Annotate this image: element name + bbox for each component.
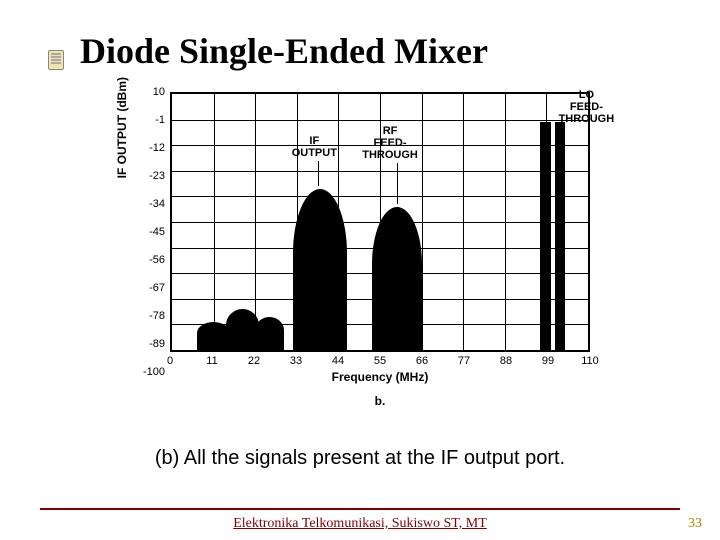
- lo-feedthrough-signal: [555, 122, 565, 350]
- noise-lobe: [255, 317, 284, 350]
- y-axis-label: IF OUTPUT (dBm): [115, 77, 129, 178]
- x-axis-label: Frequency (MHz): [332, 370, 429, 384]
- if-annotation: IFOUTPUT: [284, 135, 344, 159]
- ytick: -56: [135, 254, 165, 266]
- ytick: -12: [135, 142, 165, 154]
- caption: (b) All the signals present at the IF ou…: [0, 447, 720, 470]
- rf-feedthrough-signal: [372, 207, 422, 350]
- xtick: 110: [581, 355, 599, 367]
- sub-label: b.: [375, 394, 386, 408]
- bullet-icon: [48, 50, 64, 70]
- page-number: 33: [688, 516, 702, 532]
- if-output-signal: [293, 189, 347, 350]
- plot-area: IFOUTPUT RFFEED-THROUGH LOFEED-THROUGH: [170, 92, 590, 352]
- rf-annotation: RFFEED-THROUGH: [355, 125, 425, 161]
- xtick: 88: [500, 355, 512, 367]
- ytick: -45: [135, 226, 165, 238]
- slide-title: Diode Single-Ended Mixer: [80, 30, 680, 72]
- ytick: -1: [135, 114, 165, 126]
- xtick: 99: [542, 355, 554, 367]
- ytick: 10: [135, 86, 165, 98]
- ytick: -89: [135, 338, 165, 350]
- xtick: 44: [332, 355, 344, 367]
- ytick: -34: [135, 198, 165, 210]
- ytick: -100: [135, 366, 165, 378]
- xtick: 77: [458, 355, 470, 367]
- xtick: 11: [206, 355, 217, 367]
- xtick: 0: [167, 355, 173, 367]
- xtick: 55: [374, 355, 386, 367]
- xtick: 66: [416, 355, 428, 367]
- ytick: -78: [135, 310, 165, 322]
- footer-rule: [40, 508, 680, 510]
- lo-annotation: LOFEED-THROUGH: [546, 89, 626, 125]
- chart-container: IF OUTPUT (dBm): [120, 92, 600, 372]
- lo-feedthrough-signal: [540, 122, 550, 350]
- xtick: 22: [248, 355, 260, 367]
- slide: Diode Single-Ended Mixer IF OUTPUT (dBm): [0, 0, 720, 540]
- footer-text: Elektronika Telkomunikasi, Sukiswo ST, M…: [0, 516, 720, 532]
- ytick: -67: [135, 282, 165, 294]
- ytick: -23: [135, 170, 165, 182]
- xtick: 33: [290, 355, 302, 367]
- chart: IF OUTPUT (dBm): [170, 92, 590, 372]
